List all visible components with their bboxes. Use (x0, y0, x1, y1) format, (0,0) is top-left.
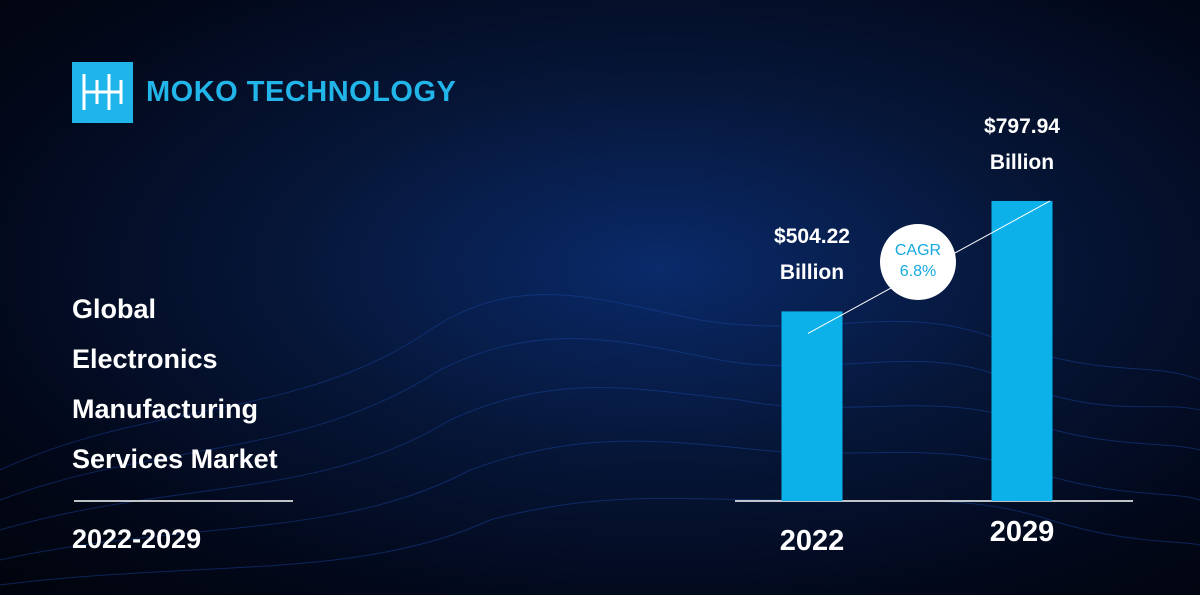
x-tick-label: 2029 (989, 516, 1055, 548)
chart-subtitle: 2022-2029 (72, 524, 202, 554)
bar (991, 200, 1053, 502)
value-label: $797.94 Billion (984, 114, 1060, 174)
brand: MOKO TECHNOLOGY (146, 76, 457, 108)
chart-title: Global Electronics Manufacturing Service… (72, 294, 278, 474)
bar (781, 311, 843, 501)
annotation: CAGR 6.8% (894, 242, 942, 280)
logo-icon (72, 62, 133, 123)
x-tick-label: 2022 (779, 525, 845, 557)
cagr-badge (880, 224, 956, 300)
value-label: $504.22 Billion (774, 225, 850, 285)
